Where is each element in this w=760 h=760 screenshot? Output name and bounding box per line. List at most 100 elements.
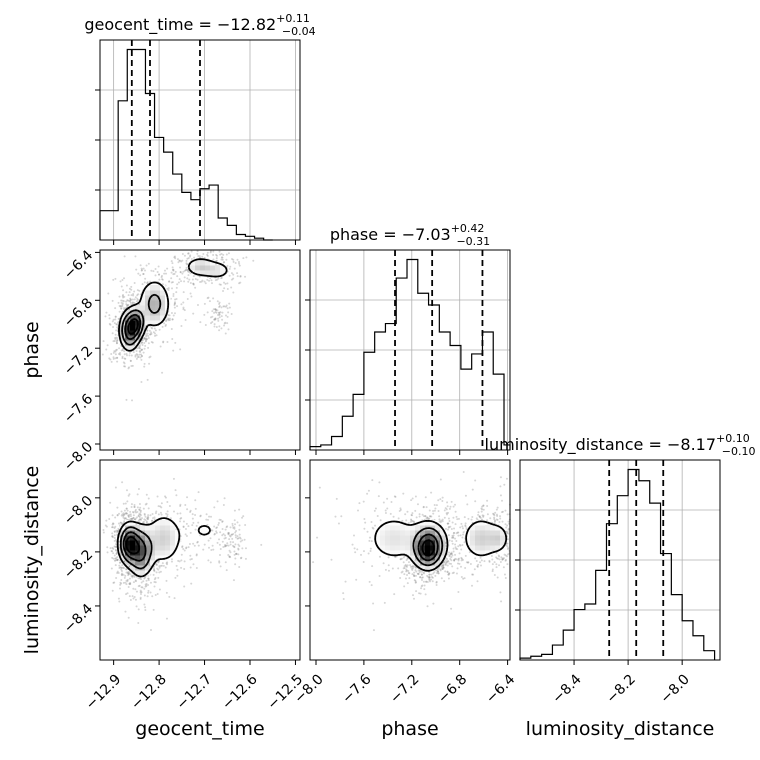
scatter-point [147,507,150,510]
histogram-panel-geocent_time: geocent_time = −12.82+0.11 −0.04 [84,12,316,241]
scatter-point [229,541,232,544]
x-axis-title-luminosity_distance: luminosity_distance [526,718,715,740]
scatter-point [368,536,371,539]
scatter-point [180,280,183,283]
scatter-point [129,300,132,303]
density-cell [155,535,161,541]
scatter-point [233,553,236,556]
scatter-point [182,526,185,529]
scatter-point [137,608,140,611]
scatter-point [507,532,510,535]
scatter-point [239,275,242,278]
histogram-panel-phase: phase = −7.03+0.42 −0.31 [305,222,511,451]
scatter-point [230,313,233,316]
scatter-point [214,317,217,320]
scatter-point [165,319,168,322]
scatter-point [224,534,227,537]
density-cell [390,540,396,546]
scatter-point [402,567,405,570]
scatter-point [122,308,125,311]
scatter-point [174,257,177,260]
scatter-point [111,535,114,538]
scatter-point [185,262,188,265]
scatter-point [420,573,423,576]
scatter-point [240,556,243,559]
scatter-point [217,311,220,314]
scatter-point [173,302,176,305]
scatter-point [312,561,315,564]
scatter-point [436,570,439,573]
scatter-point [138,350,141,353]
scatter-point [119,305,122,308]
scatter-point [408,577,411,580]
scatter-point [146,282,149,285]
scatter-point [127,367,130,370]
scatter-point [384,512,387,515]
scatter-point [154,512,157,515]
scatter-point [170,328,173,331]
scatter-point [364,521,367,524]
scatter-point [223,305,226,308]
scatter-point [342,592,345,595]
density-cell [485,545,491,551]
contour-level-3 [127,317,139,335]
scatter-point [168,280,171,283]
scatter-point [218,560,221,563]
scatter-point [457,558,460,561]
density-cell [195,260,201,266]
scatter-point [422,571,425,574]
scatter-point [121,355,124,358]
scatter-point [136,289,139,292]
scatter-point [120,578,123,581]
scatter-point [363,518,366,521]
scatter-point [141,586,144,589]
scatter-point [118,600,121,603]
scatter-point [114,543,117,546]
scatter-point [415,590,418,593]
scatter-point [192,542,195,545]
scatter-point [124,581,127,584]
scatter-point [474,479,477,482]
scatter-point [148,356,151,359]
scatter-point [153,578,156,581]
scatter-point [212,253,215,256]
scatter-point [166,510,169,513]
scatter-point [224,282,227,285]
scatter-point [108,322,111,325]
scatter-point [507,520,510,523]
scatter-point [215,530,218,533]
scatter-point [180,553,183,556]
scatter-point [435,581,438,584]
scatter-point [171,318,174,321]
scatter-point [141,341,144,344]
scatter-point [501,557,504,560]
scatter-point [448,539,451,542]
scatter-point [414,509,417,512]
scatter-point [218,311,221,314]
scatter-point [464,525,467,528]
scatter-point [116,356,119,359]
x-tick-label-phase: −6.4 [483,671,518,706]
scatter-point [184,319,187,322]
scatter-point [148,362,151,365]
scatter-point [116,342,119,345]
scatter-point [128,351,131,354]
scatter-point [111,532,114,535]
scatter-point [425,506,428,509]
scatter-point [232,579,235,582]
density-cell [485,530,491,536]
scatter-point [167,288,170,291]
scatter-point [149,280,152,283]
scatter-point [140,269,143,272]
scatter-point [482,504,485,507]
scatter-point [131,399,134,402]
scatter-point [504,554,507,557]
scatter-point [146,329,149,332]
scatter-point [147,577,150,580]
scatter-point [125,304,128,307]
scatter-point [460,565,463,568]
scatter-point [164,324,167,327]
scatter-point [415,516,418,519]
scatter-point [166,561,169,564]
scatter-point [238,524,241,527]
